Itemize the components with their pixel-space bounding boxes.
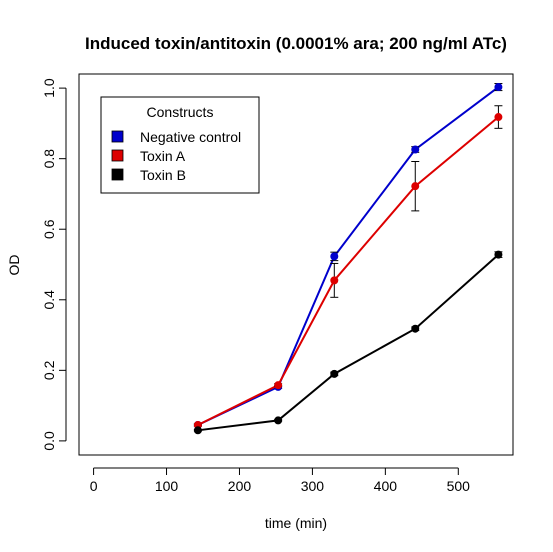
legend-entry-label: Toxin A — [140, 148, 186, 164]
chart-title: Induced toxin/antitoxin (0.0001% ara; 20… — [85, 34, 507, 53]
legend: Constructs Negative control Toxin A Toxin … — [100, 96, 260, 194]
x-axis: 0 100 200 300 400 500 — [90, 467, 471, 494]
legend-box — [100, 96, 260, 194]
x-tick-label: 100 — [155, 478, 179, 494]
data-point — [193, 426, 202, 435]
legend-swatch — [111, 168, 124, 181]
x-tick-label: 500 — [447, 478, 471, 494]
legend-swatch — [111, 149, 124, 162]
data-point — [494, 83, 503, 92]
series-1 — [193, 105, 503, 430]
data-point — [274, 416, 283, 425]
legend-entries: Negative control Toxin A Toxin B — [111, 129, 241, 183]
x-tick-label: 400 — [374, 478, 398, 494]
data-point — [330, 276, 339, 285]
data-point — [274, 381, 283, 390]
x-tick-label: 300 — [301, 478, 325, 494]
y-tick-label: 0.8 — [41, 149, 57, 169]
data-point — [494, 250, 503, 259]
legend-entry-label: Toxin B — [140, 167, 186, 183]
x-axis-label: time (min) — [265, 515, 327, 531]
y-axis: 0.0 0.2 0.4 0.6 0.8 1.0 — [41, 78, 67, 451]
plot-frame — [78, 73, 514, 456]
y-tick-label: 1.0 — [41, 78, 57, 98]
data-point — [330, 369, 339, 378]
data-point — [411, 145, 420, 154]
data-point — [411, 182, 420, 191]
x-tick-label: 200 — [228, 478, 252, 494]
legend-entry-label: Negative control — [140, 129, 241, 145]
y-tick-label: 0.0 — [41, 431, 57, 451]
x-tick-label: 0 — [90, 478, 98, 494]
data-point — [411, 324, 420, 333]
y-tick-label: 0.6 — [41, 219, 57, 239]
legend-swatch — [111, 130, 124, 143]
legend-title: Constructs — [147, 104, 214, 120]
y-tick-label: 0.2 — [41, 360, 57, 380]
series-2 — [193, 250, 503, 435]
series-layer — [193, 83, 503, 435]
data-point — [330, 252, 339, 261]
data-point — [494, 113, 503, 122]
y-tick-label: 0.4 — [41, 290, 57, 310]
y-axis-label: OD — [6, 255, 22, 276]
